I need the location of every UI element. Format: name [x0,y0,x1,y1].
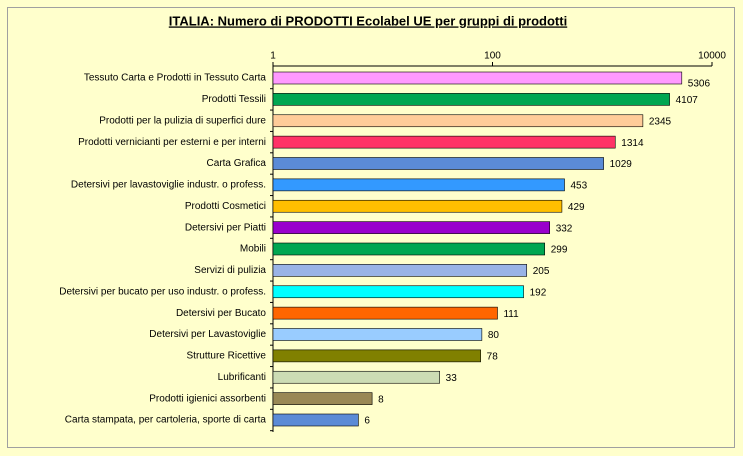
bar [272,135,616,149]
bar [272,370,440,384]
y-tick-label: Mobili [240,244,266,255]
y-tick-label: Strutture Ricettive [187,351,267,362]
data-label: 6 [364,416,370,427]
data-label: 453 [571,181,588,192]
y-tick-label: Detersivi per Bucato [176,308,266,319]
y-tick-label: Prodotti Tessili [202,94,266,105]
y-tick-label: Prodotti Cosmetici [185,201,266,212]
bar [272,71,683,85]
data-label: 80 [488,330,500,341]
bar [272,242,546,256]
data-label: 111 [503,309,519,320]
data-label: 4107 [676,95,699,106]
y-tick-label: Detersivi per lavastoviglie industr. o p… [71,180,266,191]
bar [272,93,670,106]
y-tick-label: Prodotti per la pulizia di superfici dur… [99,115,266,126]
bar [272,178,565,192]
data-label: 5306 [688,79,711,90]
bar [272,199,563,213]
data-label: 1314 [621,138,644,149]
bar [272,306,498,320]
y-tick-label: Tessuto Carta e Prodotti in Tessuto Cart… [84,73,267,84]
data-label: 429 [568,202,585,213]
data-label: 1029 [610,159,633,170]
y-tick-label: Prodotti igienici assorbenti [149,393,266,404]
bar [272,285,524,299]
bar [272,114,644,128]
bar [272,328,483,341]
y-tick-label: Carta stampata, per cartoleria, sporte d… [65,415,267,426]
y-tick-label: Lubrificanti [218,372,266,383]
x-tick-label: 100 [484,51,501,62]
x-tick-label: 1 [270,51,276,62]
data-label: 192 [530,287,547,298]
bar [272,413,359,427]
x-tick-label: 10000 [698,51,726,62]
y-tick-label: Carta Grafica [207,158,267,169]
data-label: 299 [551,245,568,256]
bar [272,264,528,277]
data-label: 2345 [649,116,672,127]
y-tick-label: Detersivi per Lavastoviglie [149,329,266,340]
y-tick-label: Detersivi per bucato per uso industr. o … [59,286,266,297]
bar [272,157,604,170]
data-label: 33 [446,373,458,384]
chart-title: ITALIA: Numero di PRODOTTI Ecolabel UE p… [169,13,567,28]
bar [272,349,481,363]
bar [272,221,550,234]
y-tick-label: Servizi di pulizia [194,265,266,276]
data-label: 332 [556,223,573,234]
data-label: 205 [533,266,550,277]
data-label: 78 [487,352,499,363]
y-tick-label: Detersivi per Piatti [185,222,266,233]
data-label: 8 [378,394,384,405]
bar [272,392,373,405]
y-tick-label: Prodotti vernicianti per esterni e per i… [78,137,266,148]
